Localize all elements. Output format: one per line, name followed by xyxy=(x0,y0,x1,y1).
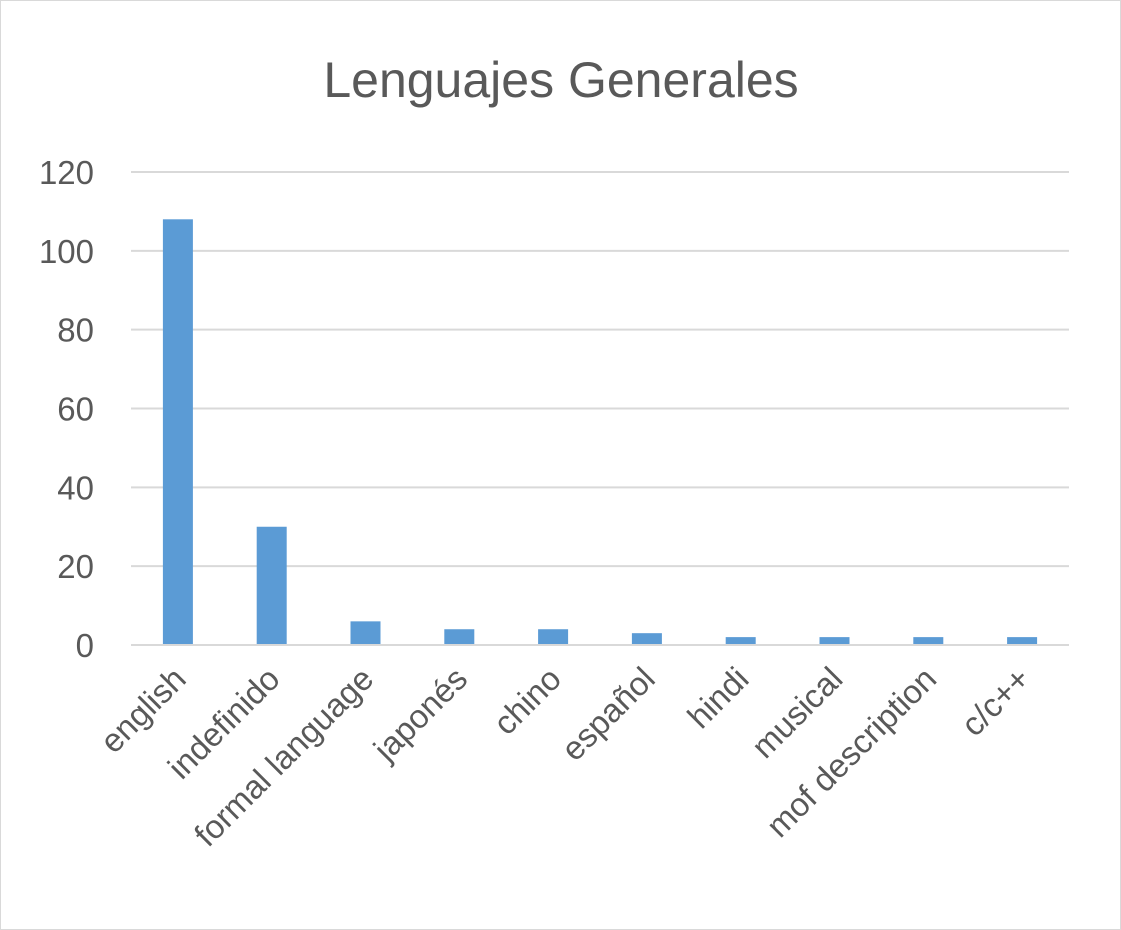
x-tick-label: mof description xyxy=(759,660,943,844)
y-tick-label: 20 xyxy=(57,548,94,585)
bar-3 xyxy=(444,629,475,645)
x-tick-label: español xyxy=(554,660,662,768)
y-tick-label: 100 xyxy=(39,233,94,270)
bars xyxy=(162,219,1038,646)
bar-9 xyxy=(1007,637,1038,645)
y-tick-label: 80 xyxy=(57,312,94,349)
bar-4 xyxy=(538,629,569,645)
x-tick-label: c/c++ xyxy=(954,660,1037,743)
y-tick-label: 0 xyxy=(76,627,94,664)
bar-2 xyxy=(350,621,381,645)
bar-8 xyxy=(913,637,944,645)
bar-6 xyxy=(725,637,756,645)
x-tick-label: hindi xyxy=(680,660,755,735)
bar-0 xyxy=(162,219,193,646)
bar-1 xyxy=(256,526,287,645)
y-tick-label: 120 xyxy=(39,154,94,191)
x-tick-label: japonés xyxy=(366,660,475,769)
bar-5 xyxy=(631,633,662,645)
gridlines xyxy=(131,171,1069,568)
chart-title: Lenguajes Generales xyxy=(323,52,798,108)
bar-7 xyxy=(819,637,850,645)
y-tick-label: 60 xyxy=(57,391,94,428)
y-tick-label: 40 xyxy=(57,469,94,506)
x-tick-label: chino xyxy=(486,660,568,742)
y-axis-ticks: 0 20 40 60 80 100 120 xyxy=(39,154,94,664)
